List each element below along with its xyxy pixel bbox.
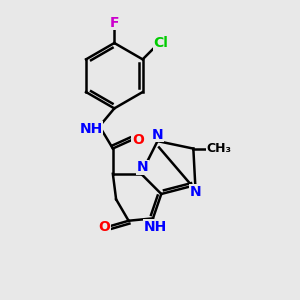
Text: NH: NH xyxy=(144,220,167,234)
Text: O: O xyxy=(98,220,110,234)
Text: N: N xyxy=(190,185,202,199)
Text: N: N xyxy=(136,160,148,174)
Text: F: F xyxy=(110,16,119,30)
Text: Cl: Cl xyxy=(154,36,169,50)
Text: O: O xyxy=(132,133,144,147)
Text: N: N xyxy=(152,128,163,142)
Text: CH₃: CH₃ xyxy=(207,142,232,155)
Text: NH: NH xyxy=(80,122,103,136)
